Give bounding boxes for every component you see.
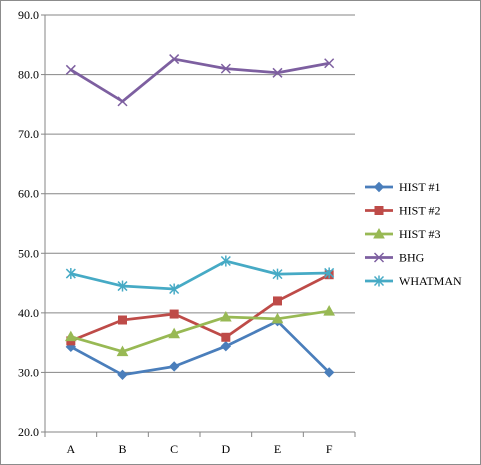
y-tick-label: 30.0 bbox=[18, 365, 39, 379]
legend-label: HIST #1 bbox=[399, 180, 440, 194]
x-tick-label: F bbox=[326, 442, 333, 456]
data-point-hist-3 bbox=[64, 330, 77, 342]
data-point-bhg bbox=[117, 96, 128, 107]
y-tick-label: 60.0 bbox=[18, 187, 39, 201]
legend-marker bbox=[373, 252, 385, 263]
series-line-bhg bbox=[70, 57, 330, 103]
series-bhg bbox=[65, 54, 335, 107]
data-point-hist-3 bbox=[219, 310, 232, 322]
y-tick-label: 20.0 bbox=[18, 425, 39, 439]
data-point-hist-3 bbox=[168, 327, 181, 339]
data-point-bhg bbox=[272, 67, 283, 78]
data-point-hist-2 bbox=[169, 309, 179, 319]
series-hist-1 bbox=[65, 315, 335, 381]
x-tick-label: A bbox=[66, 442, 75, 456]
series-whatman bbox=[65, 255, 335, 295]
data-point-whatman bbox=[324, 267, 335, 279]
y-tick-label: 80.0 bbox=[18, 68, 39, 82]
x-tick-label: C bbox=[170, 442, 178, 456]
data-point-whatman bbox=[65, 268, 76, 280]
data-point-hist-3 bbox=[323, 305, 336, 316]
legend-entry-hist-3: HIST #3 bbox=[365, 227, 440, 241]
data-point-hist-1 bbox=[117, 369, 128, 381]
gridlines bbox=[45, 14, 355, 373]
data-point-bhg bbox=[169, 54, 180, 65]
data-point-hist-3 bbox=[116, 345, 129, 357]
legend-marker bbox=[373, 275, 385, 287]
data-point-bhg bbox=[220, 63, 231, 74]
data-point-bhg bbox=[65, 64, 76, 75]
legend-marker bbox=[373, 227, 385, 239]
data-point-hist-1 bbox=[220, 341, 232, 352]
y-tick-label: 90.0 bbox=[18, 8, 39, 22]
data-point-whatman bbox=[272, 268, 283, 280]
axes: 20.0 30.0 40.0 50.0 60.0 70.0 80.0 90.0 A B C D E F bbox=[18, 8, 356, 456]
legend-label: HIST #3 bbox=[399, 227, 440, 241]
data-point-hist-1 bbox=[168, 361, 180, 372]
x-tick-label: B bbox=[118, 442, 126, 456]
legend-entry-hist-1: HIST #1 bbox=[365, 180, 440, 194]
series-line-whatman bbox=[70, 259, 330, 291]
data-point-hist-3 bbox=[271, 312, 284, 324]
data-point-hist-2 bbox=[118, 315, 127, 325]
y-tick-label: 40.0 bbox=[18, 306, 39, 320]
legend-entry-bhg: BHG bbox=[365, 251, 425, 265]
series-line-hist-1 bbox=[70, 319, 331, 377]
series-line-hist-2 bbox=[70, 273, 330, 343]
legend: HIST #1 HIST #2 HIST #3 BHG WHATMAN bbox=[365, 180, 462, 288]
data-point-hist-2 bbox=[221, 332, 231, 342]
data-point-hist-1 bbox=[323, 367, 335, 378]
y-tick-label: 50.0 bbox=[18, 246, 39, 260]
series bbox=[64, 54, 336, 381]
legend-label: BHG bbox=[399, 251, 425, 265]
series-hist-3 bbox=[64, 305, 336, 357]
data-point-whatman bbox=[117, 280, 128, 292]
y-tick-label: 70.0 bbox=[18, 127, 39, 141]
data-point-hist-2 bbox=[273, 296, 282, 306]
x-tick-label: D bbox=[221, 442, 230, 456]
data-point-bhg bbox=[324, 58, 335, 69]
data-point-whatman bbox=[169, 283, 180, 295]
series-line-hist-3 bbox=[70, 309, 330, 353]
data-point-whatman bbox=[220, 255, 231, 267]
legend-entry-hist-2: HIST #2 bbox=[365, 204, 440, 218]
legend-label: HIST #2 bbox=[399, 204, 440, 218]
legend-marker bbox=[374, 206, 384, 215]
legend-label: WHATMAN bbox=[399, 274, 462, 288]
x-tick-label: E bbox=[274, 442, 281, 456]
legend-marker bbox=[373, 181, 385, 193]
legend-entry-whatman: WHATMAN bbox=[365, 274, 462, 288]
